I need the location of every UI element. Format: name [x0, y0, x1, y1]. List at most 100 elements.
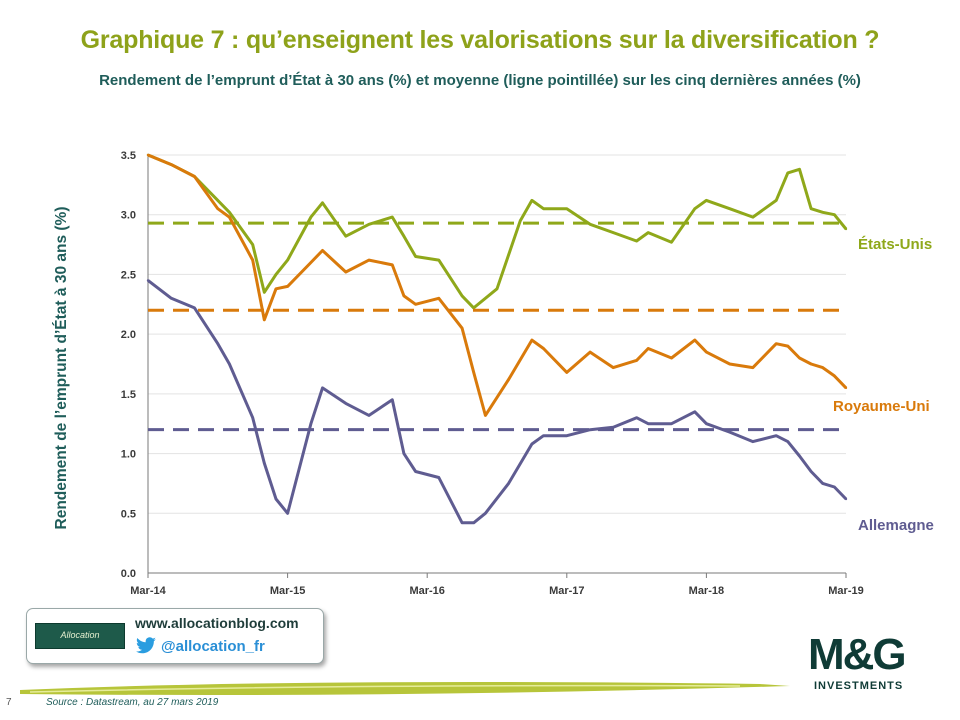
data-point	[274, 497, 278, 501]
data-point	[647, 422, 650, 425]
page-number: 7	[6, 697, 12, 708]
data-point	[519, 219, 522, 222]
y-tick-label: 2.5	[121, 269, 136, 281]
twitter-row[interactable]: @allocation_fr	[135, 637, 265, 655]
data-point	[751, 215, 755, 219]
data-point	[286, 258, 289, 262]
y-tick-label: 3.5	[121, 150, 136, 162]
data-point	[391, 398, 394, 401]
data-point	[821, 211, 824, 214]
data-point	[437, 476, 440, 479]
series-label-us: États-Unis	[858, 236, 933, 253]
data-point	[344, 402, 347, 405]
series-label-uk: Royaume-Uni	[833, 398, 930, 415]
data-point	[530, 338, 534, 342]
chart-title: Graphique 7 : qu’enseignent les valorisa…	[80, 26, 880, 54]
data-point	[507, 378, 510, 381]
data-point	[786, 344, 789, 348]
data-point	[414, 470, 417, 473]
data-point	[809, 362, 813, 366]
data-point	[460, 327, 464, 330]
data-point	[460, 521, 464, 524]
data-point	[705, 350, 708, 354]
data-point	[495, 287, 499, 290]
y-tick-label: 0.0	[121, 568, 136, 580]
data-point	[146, 279, 150, 282]
twitter-bird-icon	[136, 637, 156, 654]
data-point	[402, 235, 406, 238]
data-point	[274, 273, 278, 276]
y-tick-label: 1.0	[121, 449, 136, 461]
data-point	[542, 207, 545, 210]
data-point	[146, 153, 150, 157]
mg-logo-text: M&G	[808, 630, 907, 679]
data-point	[484, 512, 487, 515]
data-point	[321, 249, 324, 252]
y-tick-label: 3.0	[121, 210, 136, 222]
data-point	[484, 414, 487, 417]
data-point	[798, 356, 801, 360]
data-point	[367, 223, 371, 226]
data-point	[437, 258, 440, 262]
data-point	[216, 342, 219, 345]
data-point	[367, 258, 371, 262]
data-point	[309, 422, 313, 425]
data-point	[833, 213, 836, 216]
data-point	[798, 454, 801, 458]
data-point	[402, 452, 406, 455]
data-point	[751, 366, 755, 369]
data-point	[228, 215, 231, 219]
y-tick-label: 1.5	[121, 389, 136, 401]
data-point	[530, 442, 534, 446]
blog-url-link[interactable]: www.allocationblog.com	[135, 615, 299, 631]
x-tick-label: Mar-16	[409, 585, 444, 597]
x-tick-label: Mar-19	[828, 585, 863, 597]
data-point	[309, 261, 313, 264]
data-point	[844, 227, 848, 231]
data-point	[321, 201, 324, 204]
chart-subtitle: Rendement de l’emprunt d’État à 30 ans (…	[99, 72, 861, 89]
data-point	[391, 215, 394, 219]
data-point	[437, 297, 440, 300]
data-point	[507, 482, 510, 485]
data-point	[251, 243, 254, 246]
data-point	[693, 410, 696, 413]
data-point	[775, 342, 778, 345]
data-point	[216, 199, 219, 202]
data-point	[612, 426, 615, 429]
data-point	[728, 207, 731, 210]
data-point	[414, 255, 417, 258]
data-point	[193, 175, 196, 178]
data-point	[705, 422, 708, 425]
data-point	[670, 422, 673, 425]
data-point	[693, 207, 696, 210]
data-point	[193, 306, 196, 310]
data-point	[472, 521, 475, 524]
data-point	[367, 414, 371, 417]
data-point	[821, 366, 824, 369]
data-point	[588, 428, 592, 431]
source-note: Source : Datastream, au 27 mars 2019	[46, 697, 219, 708]
data-point	[705, 199, 708, 202]
data-point	[321, 386, 324, 390]
x-tick-label: Mar-15	[270, 585, 305, 597]
blog-promo-box[interactable]: Allocation www.allocationblog.com @alloc…	[26, 608, 324, 664]
series-label-de: Allemagne	[858, 517, 934, 534]
y-tick-label: 0.5	[121, 508, 136, 520]
data-point	[647, 231, 650, 234]
data-point	[612, 231, 615, 234]
data-point	[391, 263, 394, 267]
data-point	[565, 434, 568, 437]
data-point	[798, 168, 801, 171]
data-point	[286, 285, 289, 288]
series-line-1	[147, 153, 848, 417]
data-point	[402, 294, 406, 298]
data-point	[588, 350, 592, 354]
data-point	[251, 258, 254, 262]
data-point	[286, 512, 289, 515]
data-point	[228, 362, 231, 366]
data-point	[821, 482, 824, 485]
series-line-0	[147, 153, 848, 310]
